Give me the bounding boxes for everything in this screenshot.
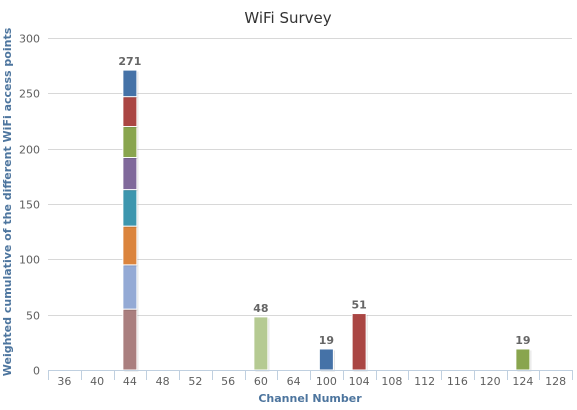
bar-total-label: 19 <box>515 334 530 347</box>
bar-total-label: 271 <box>118 55 141 68</box>
y-axis-ticks: 0 50 100 150 200 250 300 <box>19 33 40 378</box>
x-tick-label: 56 <box>221 375 235 388</box>
y-tick-label: 150 <box>19 199 40 212</box>
x-tick-label: 36 <box>57 375 71 388</box>
x-tick-label: 48 <box>156 375 170 388</box>
x-tick-label: 120 <box>480 375 501 388</box>
bar-segment <box>122 69 138 98</box>
x-tick-label: 64 <box>287 375 301 388</box>
y-tick-label: 100 <box>19 254 40 267</box>
x-axis-title: Channel Number <box>258 392 362 405</box>
y-tick-label: 0 <box>33 365 40 378</box>
bar-segment <box>253 316 269 371</box>
bar-segment <box>122 96 138 128</box>
x-tick-label: 52 <box>188 375 202 388</box>
y-tick-label: 250 <box>19 88 40 101</box>
bar-segment <box>122 126 138 159</box>
bar-segment <box>122 225 138 266</box>
bar-segment <box>122 189 138 227</box>
data-labels: 271 48 19 51 19 <box>118 55 530 347</box>
x-tick-label: 116 <box>447 375 468 388</box>
x-axis: 36 40 44 48 52 56 60 64 100 104 108 112 116 120 124 128 <box>48 370 573 388</box>
bar-segment <box>318 348 334 371</box>
x-tick-label: 40 <box>90 375 104 388</box>
bar-total-label: 51 <box>351 299 366 312</box>
bar-total-label: 19 <box>319 334 334 347</box>
x-tick-label: 108 <box>381 375 402 388</box>
bar-segment <box>515 348 531 371</box>
x-tick-label: 100 <box>316 375 337 388</box>
bar-segment <box>122 264 138 310</box>
y-tick-label: 200 <box>19 144 40 157</box>
x-tick-label: 112 <box>414 375 435 388</box>
bar-total-label: 48 <box>253 302 268 315</box>
y-axis-title: Weighted cumulative of the different WiF… <box>1 27 14 376</box>
x-tick-label: 104 <box>349 375 370 388</box>
y-tick-label: 300 <box>19 33 40 46</box>
bar-segment <box>122 308 138 371</box>
y-tick-label: 50 <box>26 310 40 323</box>
x-tick-label: 44 <box>123 375 137 388</box>
x-tick-label: 124 <box>512 375 533 388</box>
x-tick-label: 128 <box>545 375 566 388</box>
bar-segment <box>351 313 367 371</box>
bar-segment <box>122 157 138 191</box>
chart-title: WiFi Survey <box>244 9 331 27</box>
x-tick-label: 60 <box>254 375 268 388</box>
bars <box>122 69 532 372</box>
